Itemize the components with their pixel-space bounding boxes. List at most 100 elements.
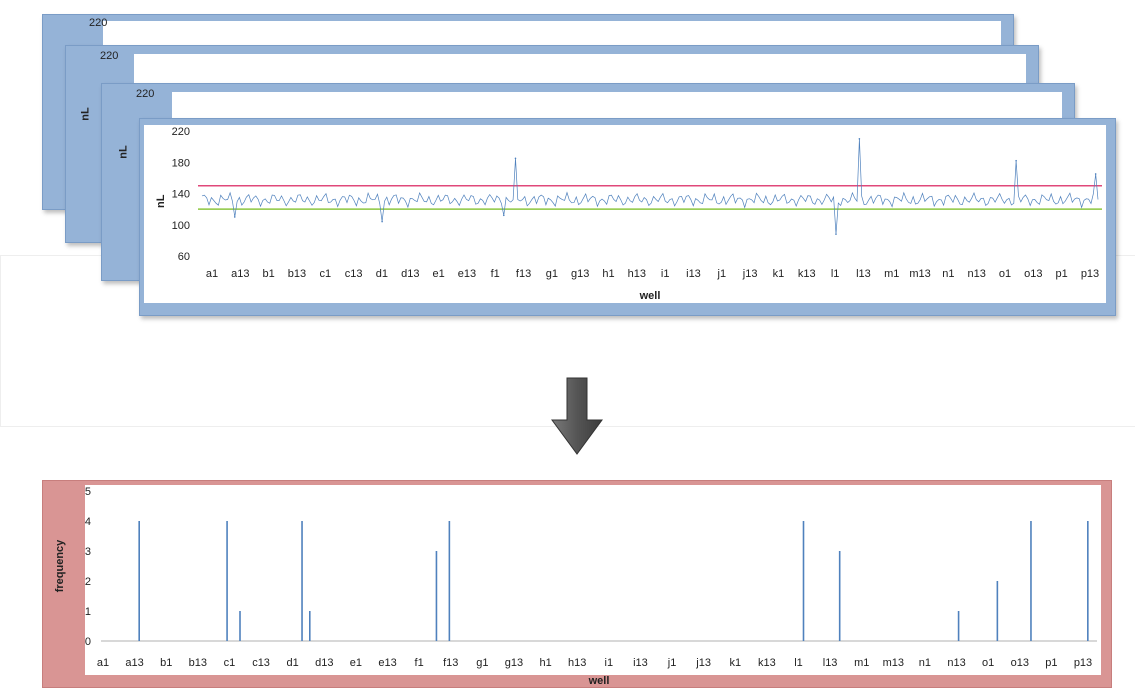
y-axis-label: nL [155, 194, 167, 208]
y-tick-label: 180 [172, 157, 190, 169]
x-tick-label: d13 [315, 657, 333, 669]
volume-chart-panel: 60 100 140 180 220 nL a1 a13 b1 b13 c1 c13 d1 d13 e1 e1… [139, 118, 1116, 316]
spike-point [233, 216, 236, 218]
x-tick-label: b1 [160, 657, 172, 669]
x-tick-label: m1 [884, 268, 899, 280]
frequency-chart: 0 1 2 3 4 5 frequency a1 a13 b1 b13 c1 c13 d1 d13 e1 e13… [54, 485, 1101, 687]
x-tick-label: a1 [97, 657, 109, 669]
x-tick-label: n13 [947, 657, 965, 669]
y-tick-label: 100 [172, 220, 190, 232]
y-axis-label: frequency [54, 539, 66, 592]
x-tick-label: g13 [505, 657, 523, 669]
x-tick-label: j1 [667, 657, 677, 669]
x-tick-label: d1 [287, 657, 299, 669]
x-tick-label: a13 [231, 268, 249, 280]
plot-area [144, 125, 1106, 303]
y-tick-label: 1 [85, 606, 91, 618]
x-tick-label: o1 [999, 268, 1011, 280]
x-tick-label: o13 [1024, 268, 1042, 280]
x-tick-label: c1 [224, 657, 236, 669]
x-tick-label: h13 [628, 268, 646, 280]
x-tick-label: e1 [350, 657, 362, 669]
x-tick-label: g1 [476, 657, 488, 669]
x-tick-label: b13 [288, 268, 306, 280]
x-tick-label: m13 [883, 657, 904, 669]
x-tick-label: c13 [252, 657, 270, 669]
x-tick-label: m1 [854, 657, 869, 669]
x-axis-label: well [639, 290, 661, 302]
x-tick-label: g1 [546, 268, 558, 280]
x-tick-label: e13 [378, 657, 396, 669]
x-tick-label: i1 [661, 268, 670, 280]
y-tick-label: 60 [178, 251, 190, 263]
y-axis-label: nL [79, 107, 92, 121]
x-axis-label: well [588, 675, 610, 687]
spike-point [514, 157, 517, 160]
y-tick-label: 5 [85, 486, 91, 498]
x-tick-label: o13 [1011, 657, 1029, 669]
x-tick-label: n1 [942, 268, 954, 280]
x-tick-label: i13 [686, 268, 701, 280]
x-tick-label: j1 [717, 268, 727, 280]
x-tick-label: i1 [605, 657, 614, 669]
x-tick-label: k13 [798, 268, 816, 280]
y-tick-label: 0 [85, 636, 91, 648]
x-tick-label: p1 [1056, 268, 1068, 280]
x-tick-label: f1 [415, 657, 424, 669]
x-tick-label: e1 [432, 268, 444, 280]
y-tick-label: 220 [172, 126, 190, 138]
spike-point [1094, 173, 1097, 175]
x-tick-label: c13 [345, 268, 363, 280]
spike-point [858, 138, 861, 140]
y-tick-label: 2 [85, 576, 91, 588]
x-tick-label: n1 [919, 657, 931, 669]
x-tick-label: p13 [1081, 268, 1099, 280]
volume-chart: 60 100 140 180 220 nL a1 a13 b1 b13 c1 c13 d1 d13 e1 e1… [144, 125, 1106, 303]
x-tick-label: p1 [1045, 657, 1057, 669]
y-top-label: 220 [136, 88, 155, 100]
down-arrow-icon [551, 377, 603, 455]
y-tick-label: 140 [172, 189, 190, 201]
x-tick-label: l13 [856, 268, 871, 280]
x-tick-label: f13 [516, 268, 531, 280]
x-tick-label: n13 [968, 268, 986, 280]
x-tick-label: d1 [376, 268, 388, 280]
x-tick-label: c1 [319, 268, 331, 280]
x-tick-label: p13 [1074, 657, 1092, 669]
x-tick-label: e13 [458, 268, 476, 280]
x-tick-label: a1 [206, 268, 218, 280]
x-tick-label: h1 [539, 657, 551, 669]
spike-point [1015, 159, 1017, 162]
x-tick-label: l1 [794, 657, 803, 669]
x-tick-label: h13 [568, 657, 586, 669]
x-tick-label: l1 [831, 268, 840, 280]
x-tick-label: b13 [189, 657, 207, 669]
x-tick-label: k1 [729, 657, 741, 669]
volume-series-line [201, 138, 1099, 235]
x-tick-label: o1 [982, 657, 994, 669]
plot-area [85, 485, 1101, 675]
spike-point [381, 220, 383, 223]
x-tick-label: h1 [602, 268, 614, 280]
x-tick-label: i13 [633, 657, 648, 669]
y-tick-label: 3 [85, 546, 91, 558]
x-tick-label: f1 [491, 268, 500, 280]
x-tick-label: k1 [773, 268, 785, 280]
x-tick-label: d13 [401, 268, 419, 280]
y-axis-label: nL [117, 145, 130, 159]
y-top-label: 220 [100, 50, 119, 62]
x-tick-label: j13 [695, 657, 711, 669]
x-tick-label: j13 [742, 268, 758, 280]
x-tick-label: l13 [823, 657, 838, 669]
y-tick-label: 4 [85, 516, 91, 528]
x-tick-label: k13 [758, 657, 776, 669]
y-top-label: 220 [89, 17, 108, 29]
frequency-chart-panel: 0 1 2 3 4 5 frequency a1 a13 b1 b13 c1 c13 d1 d13 e1 e13… [42, 480, 1112, 688]
spike-point [835, 233, 837, 235]
x-tick-label: g13 [571, 268, 589, 280]
x-tick-label: m13 [909, 268, 930, 280]
x-tick-label: b1 [263, 268, 275, 280]
spike-point [502, 214, 505, 217]
x-tick-label: f13 [443, 657, 458, 669]
x-tick-label: a13 [125, 657, 143, 669]
